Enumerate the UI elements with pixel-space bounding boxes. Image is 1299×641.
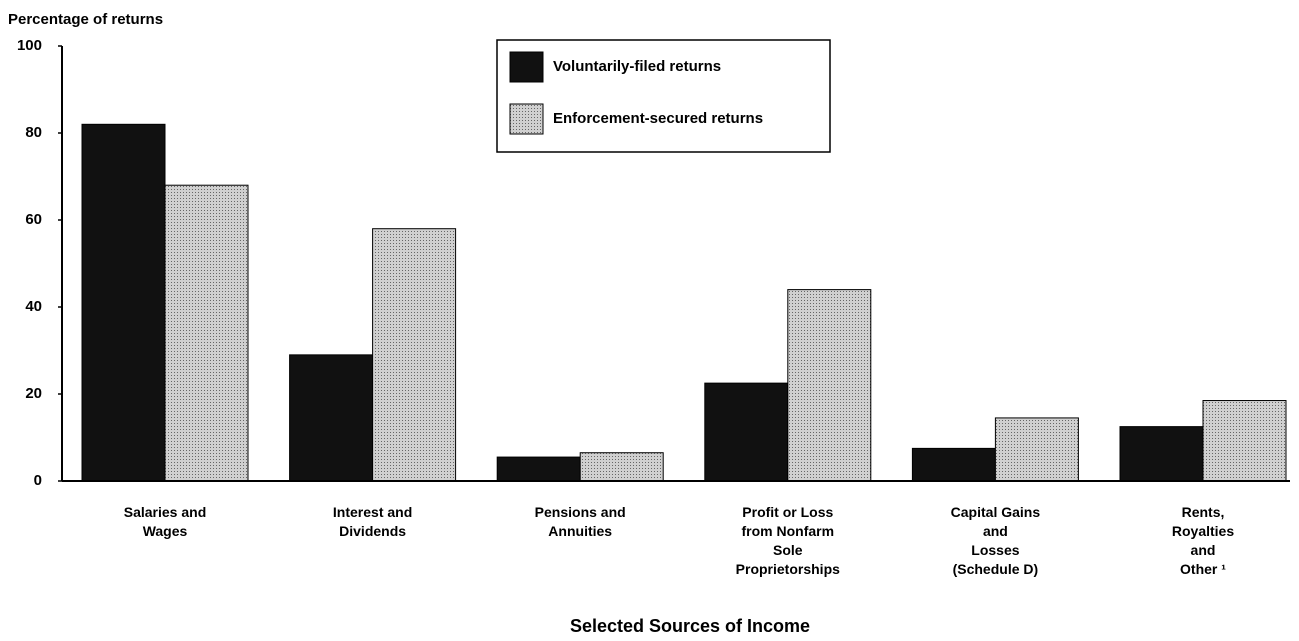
y-tick-label: 40 xyxy=(25,298,42,315)
bar xyxy=(1202,400,1287,482)
x-tick-label: Interest and Dividends xyxy=(332,504,413,539)
x-tick-label: Profit or Loss from Nonfarm Sole Proprie… xyxy=(735,504,840,577)
x-tick-label: Capital Gains and Losses (Schedule D) xyxy=(950,504,1041,577)
y-tick-label: 0 xyxy=(34,472,42,489)
y-tick-label: 60 xyxy=(25,211,42,228)
bar xyxy=(81,123,166,482)
x-tick-label: Pensions and Annuities xyxy=(534,504,626,539)
legend-swatch xyxy=(509,103,544,135)
bar xyxy=(994,417,1079,482)
bar xyxy=(911,447,996,482)
bar xyxy=(496,456,581,482)
y-tick-label: 80 xyxy=(25,124,42,141)
y-axis-title: Percentage of returns xyxy=(8,11,163,28)
bar xyxy=(1119,426,1204,482)
y-tick-label: 20 xyxy=(25,385,42,402)
y-tick-label: 100 xyxy=(17,37,42,54)
bar xyxy=(579,452,664,482)
bar xyxy=(289,354,374,482)
bar xyxy=(164,184,249,482)
legend-label: Voluntarily-filed returns xyxy=(553,58,721,75)
bar xyxy=(372,228,457,482)
bar xyxy=(704,382,789,482)
legend-swatch xyxy=(509,51,544,83)
legend-label: Enforcement-secured returns xyxy=(553,110,763,127)
legend-box xyxy=(496,39,831,153)
x-tick-label: Salaries and Wages xyxy=(123,504,207,539)
x-tick-label: Rents, Royalties and Other ¹ xyxy=(1171,504,1235,577)
x-axis-title: Selected Sources of Income xyxy=(570,616,810,636)
bar xyxy=(787,289,872,482)
